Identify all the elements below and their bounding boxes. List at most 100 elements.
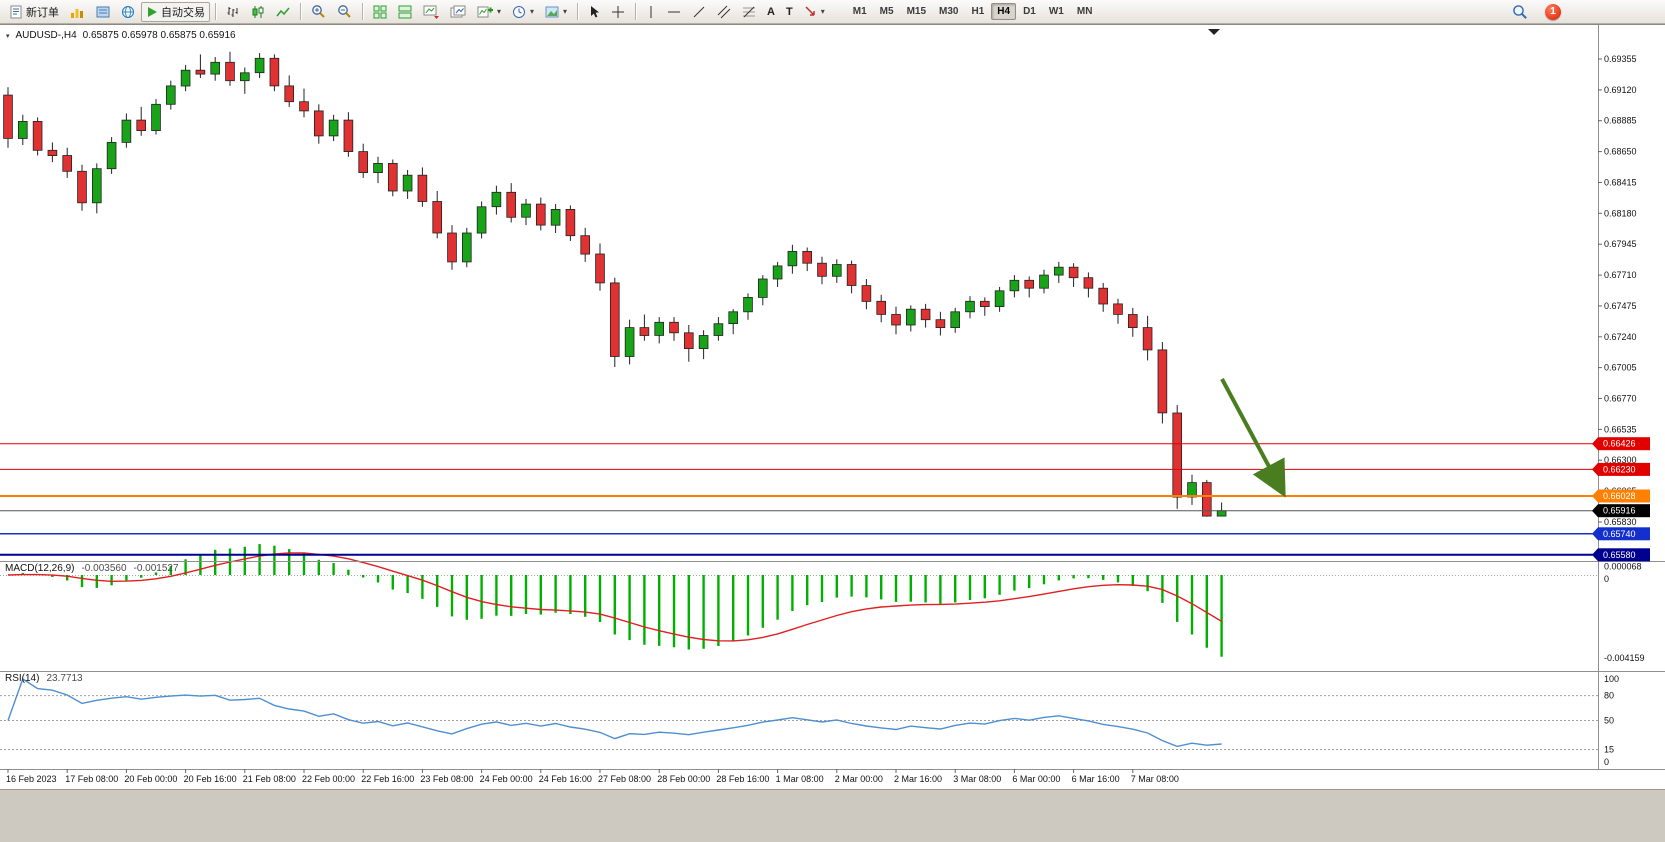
time-axis-label: 24 Feb 00:00 <box>480 774 533 784</box>
timeframe-button-m15[interactable]: M15 <box>901 3 932 20</box>
new-order-button[interactable]: 新订单 <box>4 2 64 22</box>
price-axis-label: 0.66535 <box>1604 424 1637 434</box>
notification-badge[interactable]: 1 <box>1545 3 1561 20</box>
time-axis-label: 16 Feb 2023 <box>6 774 57 784</box>
zoom-in-button[interactable] <box>306 2 331 22</box>
time-axis-label: 24 Feb 16:00 <box>539 774 592 784</box>
tile-windows-button[interactable] <box>368 2 392 22</box>
chart-dropdown-icon[interactable]: ▾ <box>6 32 10 40</box>
time-axis-label: 23 Feb 08:00 <box>420 774 473 784</box>
time-axis-label: 20 Feb 16:00 <box>184 774 237 784</box>
vertical-line-tool-button[interactable] <box>641 2 661 22</box>
price-level-badge[interactable]: 0.66028 <box>1592 489 1650 503</box>
timeframe-button-h1[interactable]: H1 <box>965 3 990 20</box>
autotrading-label: 自动交易 <box>161 6 205 19</box>
rsi-axis-label: 50 <box>1604 716 1614 726</box>
timeframe-button-m1[interactable]: M1 <box>847 3 873 20</box>
time-axis-label: 2 Mar 00:00 <box>835 774 883 784</box>
chart-shift-marker[interactable] <box>1208 29 1220 35</box>
timeframe-button-d1[interactable]: D1 <box>1017 3 1042 20</box>
price-axis-label: 0.67005 <box>1604 363 1637 373</box>
horizontal-line-tool-button[interactable] <box>662 2 686 22</box>
navigator-button[interactable] <box>116 2 140 22</box>
price-level-badge[interactable]: 0.66426 <box>1592 437 1650 451</box>
toolbar-separator <box>300 3 301 20</box>
price-axis-label: 0.66770 <box>1604 394 1637 404</box>
arrow-tool-icon <box>805 6 815 16</box>
toolbar-separator <box>635 3 637 20</box>
template-icon <box>545 6 559 17</box>
rsi-line <box>7 677 1222 748</box>
time-axis-label: 20 Feb 00:00 <box>124 774 177 784</box>
toolbar-separator <box>577 3 579 20</box>
arrange-charts-button[interactable] <box>418 2 444 22</box>
timeframe-button-mn[interactable]: MN <box>1071 3 1099 20</box>
trendline-tool-button[interactable] <box>687 2 711 22</box>
navigator-globe-icon <box>122 5 134 18</box>
current-price-badge[interactable]: 0.65916 <box>1592 504 1650 518</box>
price-axis-label: 0.68180 <box>1604 208 1637 218</box>
search-button[interactable] <box>1507 2 1533 22</box>
arrows-tool-button[interactable]: ▾ <box>799 2 830 22</box>
line-chart-icon <box>276 7 290 16</box>
fibonacci-icon <box>743 6 756 17</box>
channel-tool-button[interactable] <box>712 2 736 22</box>
periods-button[interactable]: ▾ <box>507 2 539 22</box>
price-level-badge[interactable]: 0.65740 <box>1592 527 1650 541</box>
rsi-axis-label: 100 <box>1604 674 1619 684</box>
line-chart-button[interactable] <box>271 2 295 22</box>
search-icon <box>1513 4 1527 19</box>
timeframe-button-h4[interactable]: H4 <box>991 3 1017 20</box>
chevron-down-icon: ▾ <box>497 7 502 16</box>
cursor-tool-button[interactable] <box>583 2 605 22</box>
annotation-arrow[interactable] <box>1220 378 1286 498</box>
add-indicator-button[interactable]: ▾ <box>472 2 506 22</box>
chart-title: ▾ AUDUSD-,H4 0.65875 0.65978 0.65875 0.6… <box>6 30 236 41</box>
clock-icon <box>513 5 526 18</box>
candlestick-mode-button[interactable] <box>246 2 270 22</box>
price-axis-label: 0.69120 <box>1604 85 1637 95</box>
tile-horizontal-button[interactable] <box>393 2 417 22</box>
timeframe-button-m30[interactable]: M30 <box>933 3 964 20</box>
rsi-indicator-name: RSI(14) <box>5 673 40 684</box>
chart-ohlc-values: 0.65875 0.65978 0.65875 0.65916 <box>82 30 236 41</box>
macd-axis-label: 0 <box>1604 574 1609 584</box>
price-level-badge[interactable]: 0.65580 <box>1592 548 1650 562</box>
crosshair-tool-button[interactable] <box>606 2 630 22</box>
price-axis-label: 0.68885 <box>1604 116 1637 126</box>
templates-button[interactable]: ▾ <box>540 2 572 22</box>
new-order-icon <box>10 5 22 18</box>
tile-horizontal-icon <box>398 5 412 18</box>
trendline-icon <box>693 6 705 17</box>
text-label-tool-button[interactable]: T <box>781 2 798 22</box>
timeframe-toolbar: M1 M5 M15 M30 H1 H4 D1 W1 MN <box>847 3 1099 20</box>
time-axis-label: 28 Feb 00:00 <box>657 774 710 784</box>
price-level-badge[interactable]: 0.66230 <box>1592 462 1650 476</box>
rsi-axis-label: 0 <box>1604 757 1609 767</box>
svg-text:0.66230: 0.66230 <box>1603 464 1636 474</box>
time-axis-label: 22 Feb 00:00 <box>302 774 355 784</box>
time-axis-label: 6 Mar 00:00 <box>1012 774 1060 784</box>
zoom-out-button[interactable] <box>332 2 357 22</box>
candlestick-series <box>3 51 1227 517</box>
ohlc-bars-button[interactable] <box>221 2 245 22</box>
chevron-down-icon: ▾ <box>820 7 825 16</box>
text-tool-button[interactable]: A <box>762 2 780 22</box>
timeframe-button-w1[interactable]: W1 <box>1043 3 1070 20</box>
data-window-button[interactable] <box>91 2 115 22</box>
fibonacci-tool-button[interactable] <box>737 2 761 22</box>
time-axis-label: 2 Mar 16:00 <box>894 774 942 784</box>
horizontal-line-icon <box>668 11 681 12</box>
timeframe-button-m5[interactable]: M5 <box>874 3 900 20</box>
cascade-charts-button[interactable] <box>445 2 471 22</box>
time-axis-label: 27 Feb 08:00 <box>598 774 651 784</box>
market-watch-button[interactable] <box>65 2 90 22</box>
autotrading-button[interactable]: 自动交易 <box>141 1 210 22</box>
macd-histogram <box>21 544 1223 657</box>
new-order-label: 新订单 <box>26 6 59 19</box>
chevron-down-icon: ▾ <box>563 7 568 16</box>
price-axis-label: 0.67240 <box>1604 332 1637 342</box>
price-axis-label: 0.69355 <box>1604 54 1637 64</box>
chart-window[interactable]: ▾ AUDUSD-,H4 0.65875 0.65978 0.65875 0.6… <box>0 24 1665 789</box>
chart-canvas[interactable]: 0.69355 0.69120 0.68885 0.68650 0.68415 0.681… <box>0 25 1665 789</box>
